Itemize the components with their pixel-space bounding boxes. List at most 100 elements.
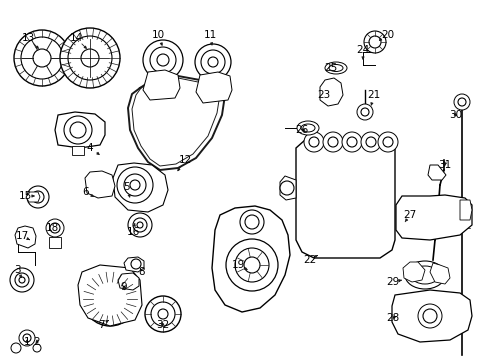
Circle shape <box>327 137 337 147</box>
Polygon shape <box>142 70 180 100</box>
Circle shape <box>15 273 29 287</box>
Circle shape <box>308 137 318 147</box>
Polygon shape <box>55 112 105 148</box>
Polygon shape <box>72 146 84 155</box>
Polygon shape <box>295 140 394 258</box>
Text: 27: 27 <box>403 210 416 220</box>
Circle shape <box>33 49 51 67</box>
Circle shape <box>240 210 264 234</box>
Circle shape <box>201 50 224 74</box>
Circle shape <box>453 94 469 110</box>
Circle shape <box>304 132 324 152</box>
Circle shape <box>244 215 259 229</box>
Text: 15: 15 <box>19 191 32 201</box>
Text: 30: 30 <box>448 110 462 120</box>
Text: 13: 13 <box>21 33 35 43</box>
Text: 7: 7 <box>98 320 104 330</box>
Polygon shape <box>212 206 289 312</box>
Circle shape <box>32 191 44 203</box>
Polygon shape <box>85 171 115 198</box>
Circle shape <box>117 167 153 203</box>
Circle shape <box>235 248 268 282</box>
Circle shape <box>360 132 380 152</box>
Text: 5: 5 <box>123 182 130 192</box>
Circle shape <box>19 330 35 346</box>
Circle shape <box>363 31 385 53</box>
Text: 9: 9 <box>121 282 127 292</box>
Circle shape <box>417 304 441 328</box>
Text: 3: 3 <box>14 265 20 275</box>
Circle shape <box>382 137 392 147</box>
Ellipse shape <box>404 261 444 289</box>
Polygon shape <box>113 163 168 212</box>
Circle shape <box>23 334 31 342</box>
Circle shape <box>244 257 260 273</box>
Polygon shape <box>427 165 445 180</box>
Circle shape <box>377 132 397 152</box>
Text: 10: 10 <box>151 30 164 40</box>
Text: 23: 23 <box>317 90 330 100</box>
Polygon shape <box>459 200 471 220</box>
Circle shape <box>128 213 152 237</box>
Ellipse shape <box>325 62 346 74</box>
Circle shape <box>365 137 375 147</box>
Polygon shape <box>78 265 142 326</box>
Polygon shape <box>196 72 231 103</box>
Circle shape <box>360 108 368 116</box>
Circle shape <box>280 181 293 195</box>
Circle shape <box>19 277 25 283</box>
Text: 12: 12 <box>178 155 191 165</box>
Text: 4: 4 <box>86 143 93 153</box>
Polygon shape <box>49 237 61 248</box>
Circle shape <box>60 28 120 88</box>
Polygon shape <box>118 273 139 290</box>
Circle shape <box>33 344 41 352</box>
Polygon shape <box>26 192 40 202</box>
Text: 24: 24 <box>356 45 369 55</box>
Circle shape <box>145 296 181 332</box>
Circle shape <box>158 309 168 319</box>
Ellipse shape <box>328 64 342 72</box>
Circle shape <box>11 343 21 353</box>
Polygon shape <box>124 257 143 272</box>
Circle shape <box>422 309 436 323</box>
Text: 14: 14 <box>69 33 82 43</box>
Polygon shape <box>402 262 424 282</box>
Circle shape <box>130 180 140 190</box>
Circle shape <box>68 36 112 80</box>
Circle shape <box>356 104 372 120</box>
Circle shape <box>131 259 141 269</box>
Circle shape <box>142 40 183 80</box>
Polygon shape <box>319 78 342 106</box>
Text: 8: 8 <box>139 267 145 277</box>
Ellipse shape <box>410 266 438 284</box>
Circle shape <box>21 37 63 79</box>
Circle shape <box>91 280 129 318</box>
Circle shape <box>323 132 342 152</box>
Ellipse shape <box>301 124 314 132</box>
Circle shape <box>195 44 230 80</box>
Circle shape <box>133 218 147 232</box>
Circle shape <box>124 174 146 196</box>
Text: 1: 1 <box>23 337 30 347</box>
Circle shape <box>46 219 64 237</box>
Circle shape <box>457 98 465 106</box>
Circle shape <box>151 302 175 326</box>
Polygon shape <box>391 290 471 342</box>
Circle shape <box>81 49 99 67</box>
Circle shape <box>225 239 278 291</box>
Text: 11: 11 <box>203 30 216 40</box>
Ellipse shape <box>296 121 318 135</box>
Text: 32: 32 <box>156 320 169 330</box>
Circle shape <box>14 30 70 86</box>
Text: 6: 6 <box>82 187 89 197</box>
Circle shape <box>83 272 137 326</box>
Circle shape <box>137 222 142 228</box>
Text: 29: 29 <box>386 277 399 287</box>
Circle shape <box>150 47 176 73</box>
Text: 26: 26 <box>295 125 308 135</box>
Polygon shape <box>395 195 471 240</box>
Text: 19: 19 <box>231 260 244 270</box>
Text: 22: 22 <box>303 255 316 265</box>
Circle shape <box>50 223 60 233</box>
